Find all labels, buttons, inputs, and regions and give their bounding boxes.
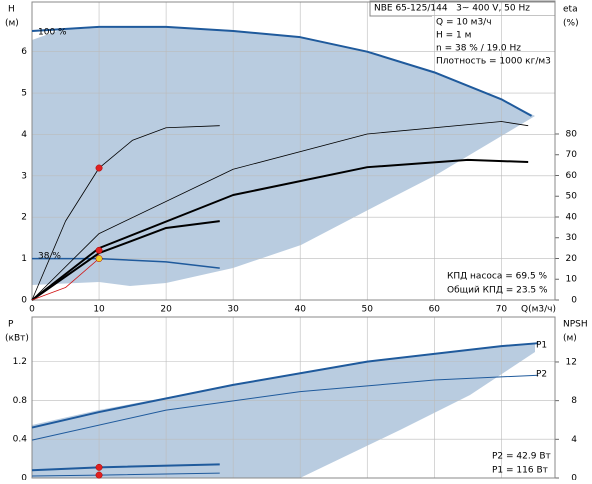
y-tick-label: 0: [21, 474, 27, 481]
y-tick-label: 3: [21, 171, 27, 181]
x-tick-label: 60: [429, 305, 441, 315]
y-tick-label: 0: [21, 296, 27, 306]
y-axis-unit: (кВт): [5, 334, 29, 344]
curve: [32, 257, 220, 269]
y-tick-label: 1.2: [13, 357, 27, 367]
y-axis-unit: (м): [5, 19, 19, 29]
x-tick-label: 40: [294, 305, 306, 315]
curve: [31, 25, 533, 117]
curve: [31, 374, 539, 441]
x-tick-label: 0: [29, 305, 35, 315]
marker: [95, 246, 103, 254]
y2-tick-label: 40: [566, 212, 578, 222]
operating-range: [32, 343, 535, 478]
y-tick-label: 4: [21, 130, 27, 140]
y2-tick-label: 80: [566, 129, 578, 139]
annotation: 100 %: [38, 28, 67, 38]
y2-tick-label: 12: [566, 357, 577, 367]
y2-tick-label: 0: [571, 474, 577, 481]
y2-tick-label: 30: [566, 233, 578, 243]
x-axis-label: Q(м3/ч): [521, 305, 556, 315]
annotation: H = 1 м: [436, 31, 471, 41]
x-tick-label: 50: [362, 305, 374, 315]
marker: [95, 471, 103, 479]
curve: [31, 158, 529, 301]
y2-axis-unit: (%): [563, 19, 579, 29]
marker: [95, 463, 103, 471]
y-axis-label: H: [8, 5, 15, 15]
info-box: [432, 16, 555, 70]
annotation: NBE 65-125/144 3~ 400 V, 50 Hz: [374, 4, 530, 14]
marker: [95, 255, 103, 263]
info-box: [443, 268, 555, 298]
y-tick-label: 0.8: [13, 396, 28, 406]
y2-tick-label: 20: [566, 254, 578, 264]
annotation: n = 38 % / 19.0 Hz: [436, 44, 521, 54]
annotation: Плотность = 1000 кг/м3: [436, 57, 551, 67]
y-tick-label: 0.4: [13, 435, 28, 445]
y-tick-label: 6: [21, 47, 27, 57]
annotation: P2: [536, 370, 547, 380]
x-tick-label: 30: [227, 305, 239, 315]
annotation: 38 %: [38, 252, 61, 262]
y2-tick-label: 70: [566, 150, 578, 160]
marker: [95, 164, 103, 172]
info-box: [488, 448, 555, 477]
annotation: КПД насоса = 69.5 %: [447, 272, 548, 282]
x-tick-label: 10: [93, 305, 105, 315]
y-tick-label: 5: [21, 89, 27, 99]
y2-axis-label: NPSH: [563, 320, 588, 330]
annotation: Q = 10 м3/ч: [436, 18, 492, 28]
curve: [31, 121, 529, 301]
annotation: Общий КПД = 23.5 %: [447, 286, 548, 296]
x-tick-label: 70: [496, 305, 508, 315]
x-tick-label: 20: [160, 305, 172, 315]
annotation: P1 = 116 Вт: [492, 466, 548, 476]
y2-axis-unit: (м): [563, 334, 577, 344]
curve: [31, 342, 539, 429]
annotation: P2 = 42.9 Вт: [492, 452, 551, 462]
y2-tick-label: 0: [571, 296, 577, 306]
annotation: P1: [536, 341, 547, 351]
y2-tick-label: 8: [571, 396, 577, 406]
y2-tick-label: 60: [566, 171, 578, 181]
curve: [31, 125, 220, 301]
y2-tick-label: 50: [566, 192, 578, 202]
plot-frame: [31, 316, 556, 479]
y2-tick-label: 10: [566, 275, 578, 285]
plot-frame: [31, 1, 556, 301]
y-axis-label: P: [8, 320, 14, 330]
y2-tick-label: 4: [571, 435, 577, 445]
y-tick-label: 2: [21, 213, 27, 223]
operating-range: [32, 27, 535, 286]
curve: [31, 258, 100, 301]
y-tick-label: 1: [21, 254, 27, 264]
y2-axis-label: eta: [563, 5, 578, 15]
curve: [31, 220, 220, 301]
